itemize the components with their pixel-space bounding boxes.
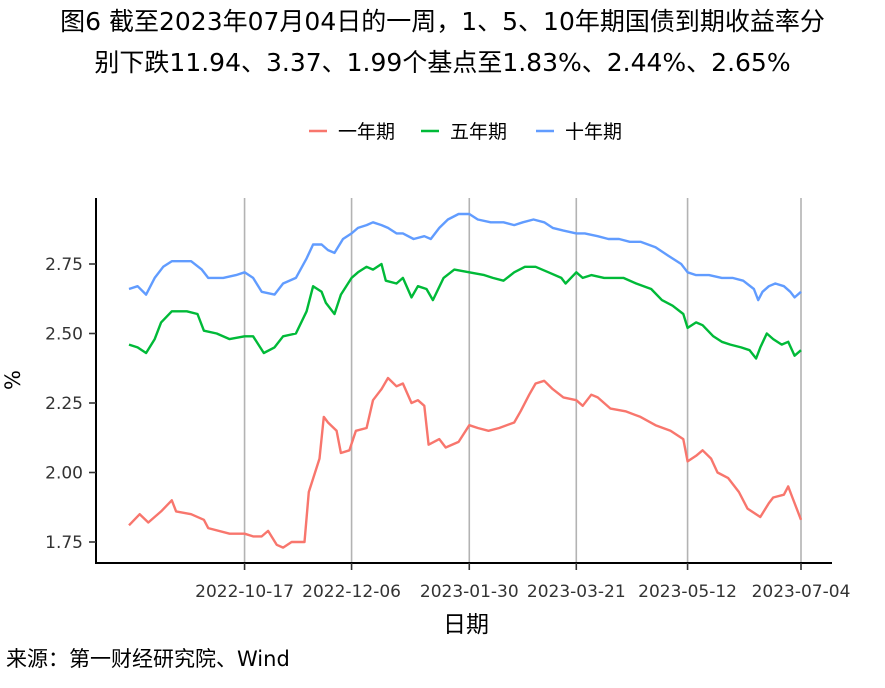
y-tick-label: 2.75: [45, 255, 83, 275]
x-tick-label: 2023-07-04: [752, 582, 851, 602]
series-line-3: [128, 212, 802, 302]
y-axis-label: %: [1, 370, 25, 390]
series-lines: [128, 212, 803, 549]
x-tick-label: 2022-10-17: [195, 582, 294, 602]
x-axis-label: 日期: [443, 612, 489, 638]
legend: 一年期 五年期 十年期: [309, 121, 622, 143]
x-tick-label: 2023-05-12: [638, 582, 737, 602]
legend-label-1: 一年期: [338, 121, 395, 143]
data-source: 来源：第一财经研究院、Wind: [6, 647, 290, 671]
x-tick-label: 2022-12-06: [302, 582, 401, 602]
y-ticks: 1.75 2.00 2.25 2.50 2.75: [45, 255, 96, 553]
series-line-1: [128, 376, 803, 549]
axes: [95, 198, 832, 564]
y-tick-label: 1.75: [45, 533, 83, 553]
legend-label-3: 十年期: [565, 121, 622, 143]
vertical-grid: [243, 198, 802, 563]
legend-label-2: 五年期: [450, 121, 507, 143]
x-tick-label: 2023-03-21: [527, 582, 626, 602]
x-ticks: 2022-10-17 2022-12-06 2023-01-30 2023-03-21…: [195, 563, 850, 602]
y-tick-label: 2.25: [45, 394, 83, 414]
x-tick-label: 2023-01-30: [420, 582, 519, 602]
series-line-2: [128, 262, 802, 360]
y-tick-label: 2.50: [45, 325, 83, 345]
chart-title-line2: 别下跌11.94、3.37、1.99个基点至1.83%、2.44%、2.65%: [94, 48, 791, 77]
chart-title-line1: 图6 截至2023年07月04日的一周，1、5、10年期国债到期收益率分: [60, 7, 825, 36]
y-tick-label: 2.00: [45, 464, 83, 484]
